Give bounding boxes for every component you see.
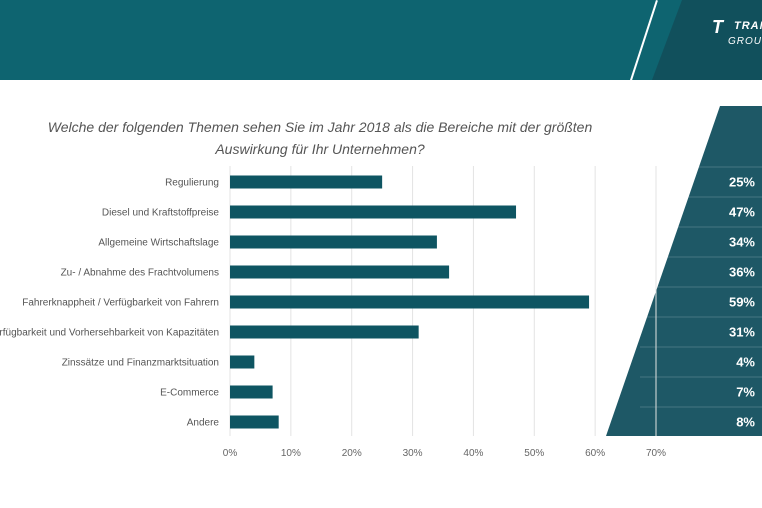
value-label: 36%	[729, 265, 755, 280]
category-label: E-Commerce	[160, 388, 219, 399]
category-label: Zinssätze und Finanzmarktsituation	[62, 358, 219, 369]
value-label: 25%	[729, 175, 755, 190]
x-tick-label: 30%	[403, 448, 423, 459]
category-label: Fahrerknappheit / Verfügbarkeit von Fahr…	[22, 298, 219, 309]
value-label: 59%	[729, 295, 755, 310]
x-tick-label: 10%	[281, 448, 301, 459]
x-tick-label: 0%	[223, 448, 238, 459]
bar	[230, 265, 450, 279]
logo-word: TRANS	[734, 20, 762, 32]
bar	[230, 325, 419, 339]
value-label: 8%	[736, 415, 755, 430]
category-label: Andere	[187, 418, 220, 429]
value-label: 47%	[729, 205, 755, 220]
category-label: Diesel und Kraftstoffpreise	[102, 208, 220, 219]
bar	[230, 175, 383, 189]
chart-title: Welche der folgenden Themen sehen Sie im…	[47, 119, 593, 157]
x-tick-label: 40%	[463, 448, 483, 459]
bar	[230, 355, 255, 369]
company-logo: T TRANS GROUP	[712, 17, 762, 47]
header-banner: T TRANS GROUP	[0, 0, 762, 80]
bar	[230, 235, 437, 249]
pyramid-background	[606, 106, 762, 436]
bar	[230, 205, 517, 219]
category-label: Verfügbarkeit und Vorhersehbarkeit von K…	[0, 328, 219, 339]
category-label: Zu- / Abnahme des Frachtvolumens	[61, 268, 219, 279]
bar	[230, 415, 279, 429]
x-tick-label: 50%	[524, 448, 544, 459]
value-label: 31%	[729, 325, 755, 340]
value-label: 4%	[736, 355, 755, 370]
logo-mark: T	[712, 17, 723, 37]
x-tick-label: 20%	[342, 448, 362, 459]
logo-sub: GROUP	[728, 36, 762, 47]
category-label: Regulierung	[165, 178, 219, 189]
x-tick-label: 70%	[646, 448, 666, 459]
bar	[230, 385, 273, 399]
category-label: Allgemeine Wirtschaftslage	[98, 238, 219, 249]
value-label: 34%	[729, 235, 755, 250]
bar	[230, 295, 590, 309]
x-tick-label: 60%	[585, 448, 605, 459]
value-label: 7%	[736, 385, 755, 400]
